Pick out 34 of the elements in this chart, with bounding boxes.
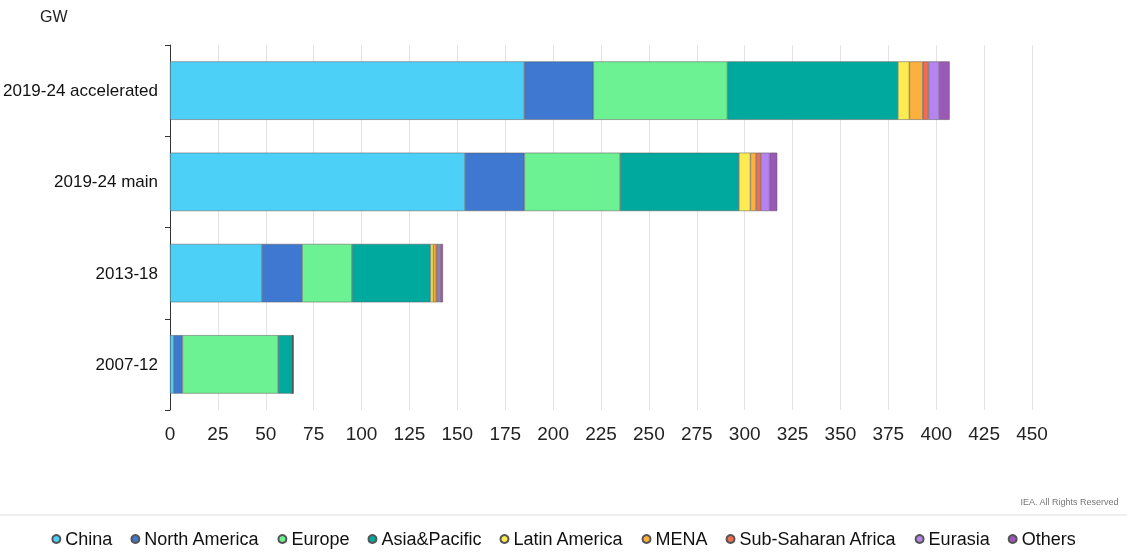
legend-label: North America	[144, 529, 260, 549]
x-tick-label: 50	[255, 423, 277, 444]
x-tick-label: 325	[776, 423, 809, 444]
legend-label: China	[65, 529, 114, 549]
y-tick-label: 2013-18	[95, 263, 158, 283]
y-tick-label: 2019-24 accelerated	[2, 81, 158, 101]
x-axis-title: GW	[40, 7, 69, 25]
x-tick-label: 450	[1016, 423, 1048, 444]
legend-label: Latin America	[513, 529, 624, 549]
x-tick-label: 300	[728, 423, 761, 444]
legend-label: Asia&Pacific	[381, 529, 482, 549]
legend-label: Others	[1021, 529, 1076, 549]
legend-label: Europe	[291, 529, 350, 549]
x-tick-label: 225	[585, 423, 617, 444]
x-tick-label: 100	[345, 423, 378, 444]
y-tick-label: 2019-24 main	[54, 172, 158, 192]
x-tick-label: 175	[489, 423, 522, 444]
x-tick-label: 150	[441, 423, 474, 444]
legend-label: Sub-Saharan Africa	[739, 529, 897, 549]
y-tick-label: 2007-12	[95, 354, 158, 374]
legend-label: MENA	[655, 529, 708, 549]
x-tick-label: 75	[303, 423, 325, 444]
x-tick-label: 250	[633, 423, 665, 444]
x-tick-label: 375	[872, 423, 905, 444]
x-tick-label: 0	[164, 423, 176, 444]
x-tick-label: 125	[393, 423, 426, 444]
text: IEA. All Rights Reserved	[1020, 496, 1119, 507]
x-tick-label: 200	[537, 423, 569, 444]
x-tick-label: 350	[824, 423, 857, 444]
legend-label: Eurasia	[928, 529, 991, 549]
x-tick-label: 25	[207, 423, 229, 444]
x-tick-label: 425	[968, 423, 1000, 444]
x-tick-label: 275	[680, 423, 713, 444]
x-tick-label: 400	[920, 423, 953, 444]
